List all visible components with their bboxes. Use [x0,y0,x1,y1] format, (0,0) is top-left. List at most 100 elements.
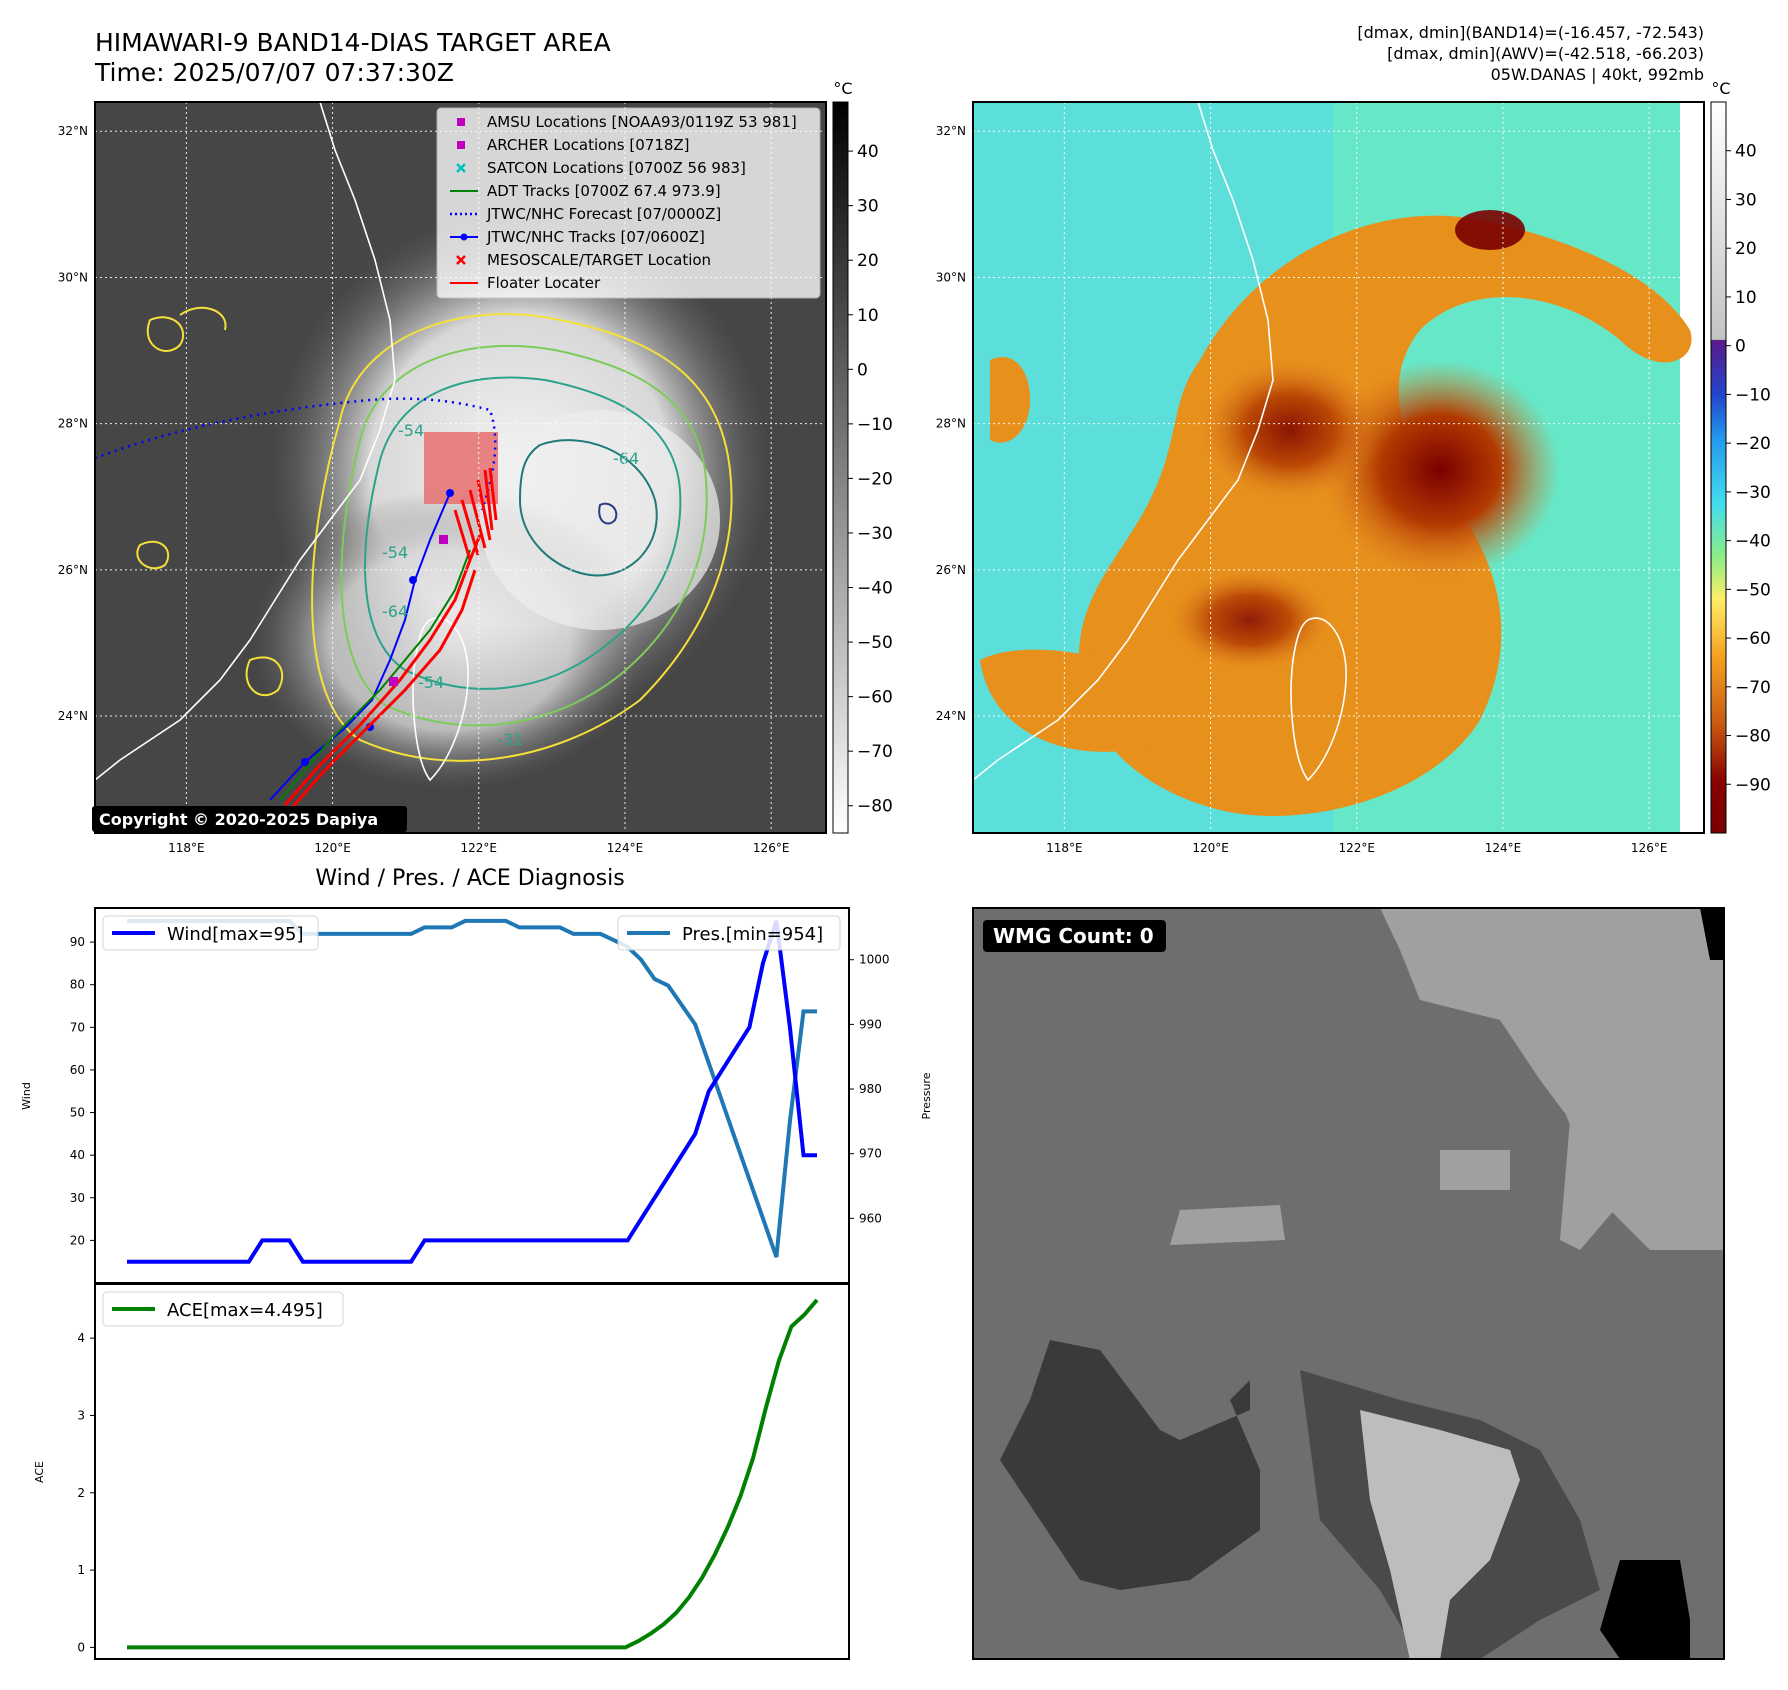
lat-tick-label: 26°N [936,563,966,577]
y-tick-label: 4 [77,1331,85,1345]
y2-tick-label: 1000 [859,953,890,967]
colorbar-tick-label: −10 [1735,385,1771,405]
lat-tick-label: 32°N [936,124,966,138]
awv-map-frame [972,101,1705,834]
contour-cell-2 [136,540,170,570]
y-tick-label: 80 [70,978,85,992]
colorbar-tick-label: −30 [1735,483,1771,503]
ace-legend-box [102,1291,344,1327]
map-legend-item: MESOSCALE/TARGET Location [456,251,711,269]
legend-marker [457,118,465,126]
wmg-region-dark-1 [1000,1340,1260,1590]
lat-tick-label: 28°N [58,417,88,431]
cloud-cell-west [990,356,1030,443]
lat-tick-label: 30°N [58,270,88,284]
ace-panel-frame [94,1283,850,1660]
diagnosis-title: Wind / Pres. / ACE Diagnosis [315,866,624,891]
y-tick-label: 70 [70,1020,85,1034]
cold-core-center [1200,360,1380,500]
adt-track [279,549,471,801]
map-legend-label: ARCHER Locations [0718Z] [487,136,690,154]
awv-swath-edge [1680,102,1704,833]
lon-tick-label: 124°E [1485,841,1522,855]
wmg-panel-frame [972,907,1725,1660]
coastline-taiwan-right [1290,617,1347,782]
colorbar-right-gradient [1710,101,1727,834]
map-legend-box [436,107,821,299]
map-legend-item: ADT Tracks [0700Z 67.4 973.9] [450,182,721,200]
contour-label: -64 [613,449,639,468]
y-tick-label: 30 [70,1191,85,1205]
graticule-right [973,102,1704,833]
wind-legend: Wind[max=95] [102,915,319,951]
lon-tick-label: 122°E [1339,841,1376,855]
cold-core-south [1170,570,1330,670]
lon-tick-label: 120°E [314,841,351,855]
lat-tick-label: 26°N [58,563,88,577]
lat-tick-label: 24°N [58,709,88,723]
y-tick-label: 1 [77,1563,85,1577]
contour-cell-4 [179,306,227,331]
map-legend-item: AMSU Locations [NOAA93/0119Z 53 981] [457,113,797,131]
figure-time: Time: 2025/07/07 07:37:30Z [94,58,454,87]
map-legend-label: ADT Tracks [0700Z 67.4 973.9] [487,182,721,200]
coastline-china-right [973,102,1274,781]
lat-tick-label: 28°N [936,417,966,431]
y-tick-label: 0 [77,1640,85,1654]
colorbar-tick-label: −40 [857,579,893,599]
y2-tick-label: 960 [859,1211,882,1225]
lon-tick-label: 122°E [461,841,498,855]
wind-legend-label: Wind[max=95] [167,924,304,945]
map-legend-label: JTWC/NHC Tracks [07/0600Z] [486,228,705,246]
y2-tick-label: 990 [859,1017,882,1031]
colorbar-tick-label: −80 [857,797,893,817]
wind-legend-box [102,915,319,951]
colorbar-tick-label: 40 [1735,142,1757,162]
wmg-panel: WMG Count: 0 [972,907,1725,1660]
ace-legend-label: ACE[max=4.495] [167,1300,323,1321]
contour-cell-3 [245,656,284,697]
floater-locater [283,467,498,811]
y-tick-label: 40 [70,1148,85,1162]
map-legend-item: Floater Locater [450,274,601,292]
pressure-legend: Pres.[min=954] [617,915,841,951]
wmg-region-warm-eye [1360,1410,1520,1659]
colorbar-left: °C 40 30 20 10 0 −10 −20 −30 −40 −50 −60 −70 −80 [832,79,893,834]
floater-cluster [453,467,498,561]
cold-core-north [1455,210,1525,250]
contour-cell-1 [146,316,185,352]
contour-label: -54 [418,673,444,692]
storm-info-text: 05W.DANAS | 40kt, 992mb [1491,65,1704,84]
cloud-cell-southwest [980,649,1182,752]
colorbar-tick-label: 20 [857,251,879,271]
cold-core-east [1320,360,1560,580]
map-legend-item: JTWC/NHC Tracks [07/0600Z] [450,228,705,246]
y-tick-label: 3 [77,1408,85,1422]
ir-map-panel: -54 -64 -54 -64 -31 -54 118°E 120°E 122°E 1… [58,101,827,855]
colorbar-tick-label: 30 [857,197,879,217]
lat-tick-label: 30°N [936,270,966,284]
y-tick-label: 90 [70,935,85,949]
pressure-legend-box [617,915,841,951]
contour-label: -31 [497,730,523,749]
wmg-region-black [1600,1560,1690,1659]
colorbar-tick-label: −50 [1735,580,1771,600]
map-legend-label: Floater Locater [487,274,601,292]
wind-pressure-panel: 20 30 40 50 60 70 80 90 960 970 980 990 1000 Wind P… [20,907,933,1284]
lon-tick-label: 126°E [753,841,790,855]
colorbar-left-gradient [832,101,849,834]
colorbar-tick-label: −20 [1735,434,1771,454]
colorbar-right: °C 40 30 20 10 0 −10 −20 −30 −40 −50 −60 −70 −80 −90 [1710,79,1771,834]
colorbar-tick-label: −20 [857,469,893,489]
legend-marker [456,163,466,173]
lat-tick-label: 24°N [936,709,966,723]
lon-tick-label: 124°E [607,841,644,855]
awv-map-panel: 118°E 120°E 122°E 124°E 126°E 32°N 30°N 28°N 26°… [936,101,1705,855]
map-legend-item: JTWC/NHC Forecast [07/0000Z] [450,205,721,223]
colorbar-tick-label: −80 [1735,727,1771,747]
ir-map-ticks: 118°E 120°E 122°E 124°E 126°E 32°N 30°N 28°N 26°… [58,124,790,855]
y-tick-label: 60 [70,1063,85,1077]
map-legend-label: MESOSCALE/TARGET Location [487,251,711,269]
colorbar-tick-label: 20 [1735,239,1757,259]
pressure-legend-label: Pres.[min=954] [682,924,823,945]
